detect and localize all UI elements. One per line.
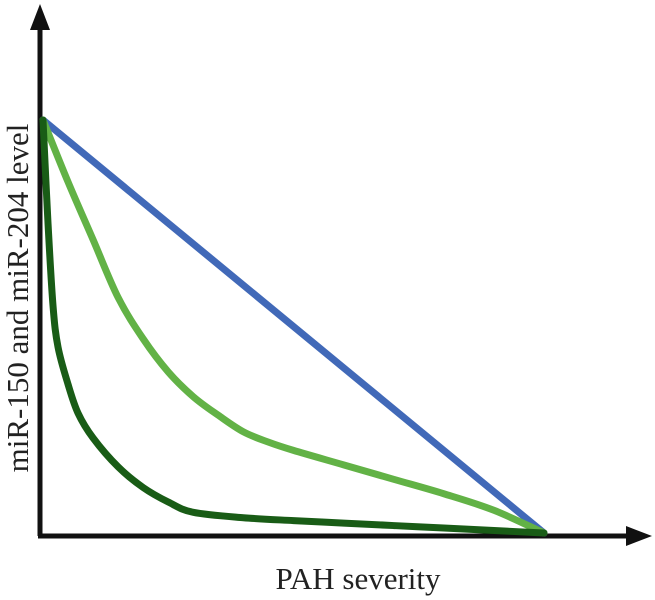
y-axis-arrow xyxy=(30,4,50,30)
series-line-3 xyxy=(39,116,548,537)
series-line-1 xyxy=(39,116,548,537)
series-line-2 xyxy=(39,116,548,537)
x-axis-label: PAH severity xyxy=(275,561,441,596)
x-axis-arrow xyxy=(626,526,652,546)
series-layer xyxy=(39,116,548,537)
y-axis-label: miR-150 and miR-204 level xyxy=(0,124,35,473)
